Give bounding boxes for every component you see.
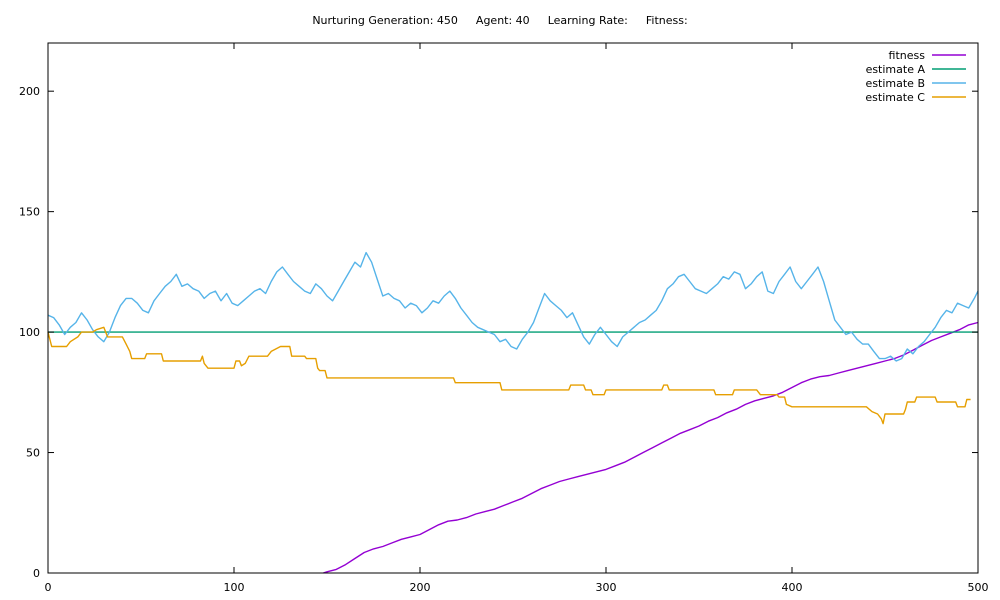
fitness-label: Fitness:: [645, 14, 688, 27]
legend-label-fitness: fitness: [889, 49, 926, 62]
x-tick-label: 200: [410, 581, 431, 594]
legend-label-estimate-c: estimate C: [865, 91, 925, 104]
plot-frame: [47, 42, 979, 574]
x-tick-label: 300: [596, 581, 617, 594]
series-line-estimate-c: [47, 326, 971, 425]
agent-label: Agent: 40: [475, 14, 530, 27]
series-layer: [47, 251, 979, 574]
x-tick-label: 0: [45, 581, 52, 594]
y-tick-label: 100: [19, 326, 40, 339]
series-line-estimate-b: [47, 251, 979, 362]
axis-ticks: 0 100 200 300 400 500 0 50 100 150 200: [19, 43, 989, 594]
x-tick-label: 500: [968, 581, 989, 594]
legend-label-estimate-a: estimate A: [866, 63, 926, 76]
y-tick-label: 200: [19, 85, 40, 98]
x-tick-label: 100: [224, 581, 245, 594]
legend-label-estimate-b: estimate B: [866, 77, 925, 90]
chart-header: Nurturing Generation: 450 Agent: 40 Learni…: [0, 14, 1000, 27]
y-tick-label: 150: [19, 206, 40, 219]
y-tick-label: 50: [26, 447, 40, 460]
generation-label: Nurturing Generation: 450: [312, 14, 458, 27]
y-tick-label: 0: [33, 567, 40, 580]
series-line-fitness: [323, 321, 979, 574]
learning-rate-label: Learning Rate:: [547, 14, 628, 27]
x-tick-label: 400: [782, 581, 803, 594]
